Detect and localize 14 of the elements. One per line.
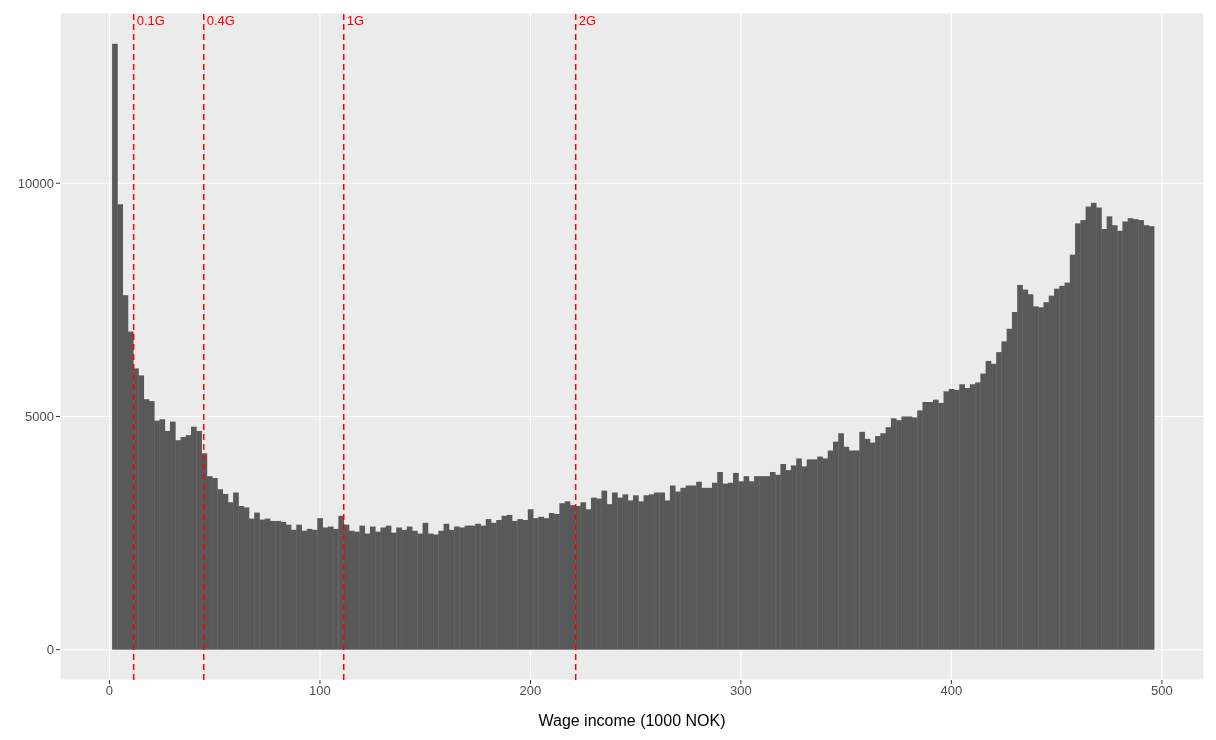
ref-line-label: 2G (578, 13, 597, 29)
ref-line-label: 0.1G (136, 13, 165, 29)
x-tick-label: 400 (940, 683, 963, 699)
ref-line-label: 0.4G (206, 13, 235, 29)
x-tick-label: 500 (1151, 683, 1173, 699)
y-tick-label: 0 (46, 642, 54, 658)
x-axis-title: Wage income (1000 NOK) (538, 712, 726, 729)
y-tick-label: 10000 (17, 175, 54, 191)
x-tick-label: 0 (105, 683, 114, 699)
x-tick-label: 200 (519, 683, 542, 699)
x-tick-label: 300 (730, 683, 752, 699)
x-tick-label: 100 (309, 683, 331, 699)
ref-line-label: 1G (346, 13, 365, 29)
y-tick-label: 5000 (25, 409, 54, 425)
